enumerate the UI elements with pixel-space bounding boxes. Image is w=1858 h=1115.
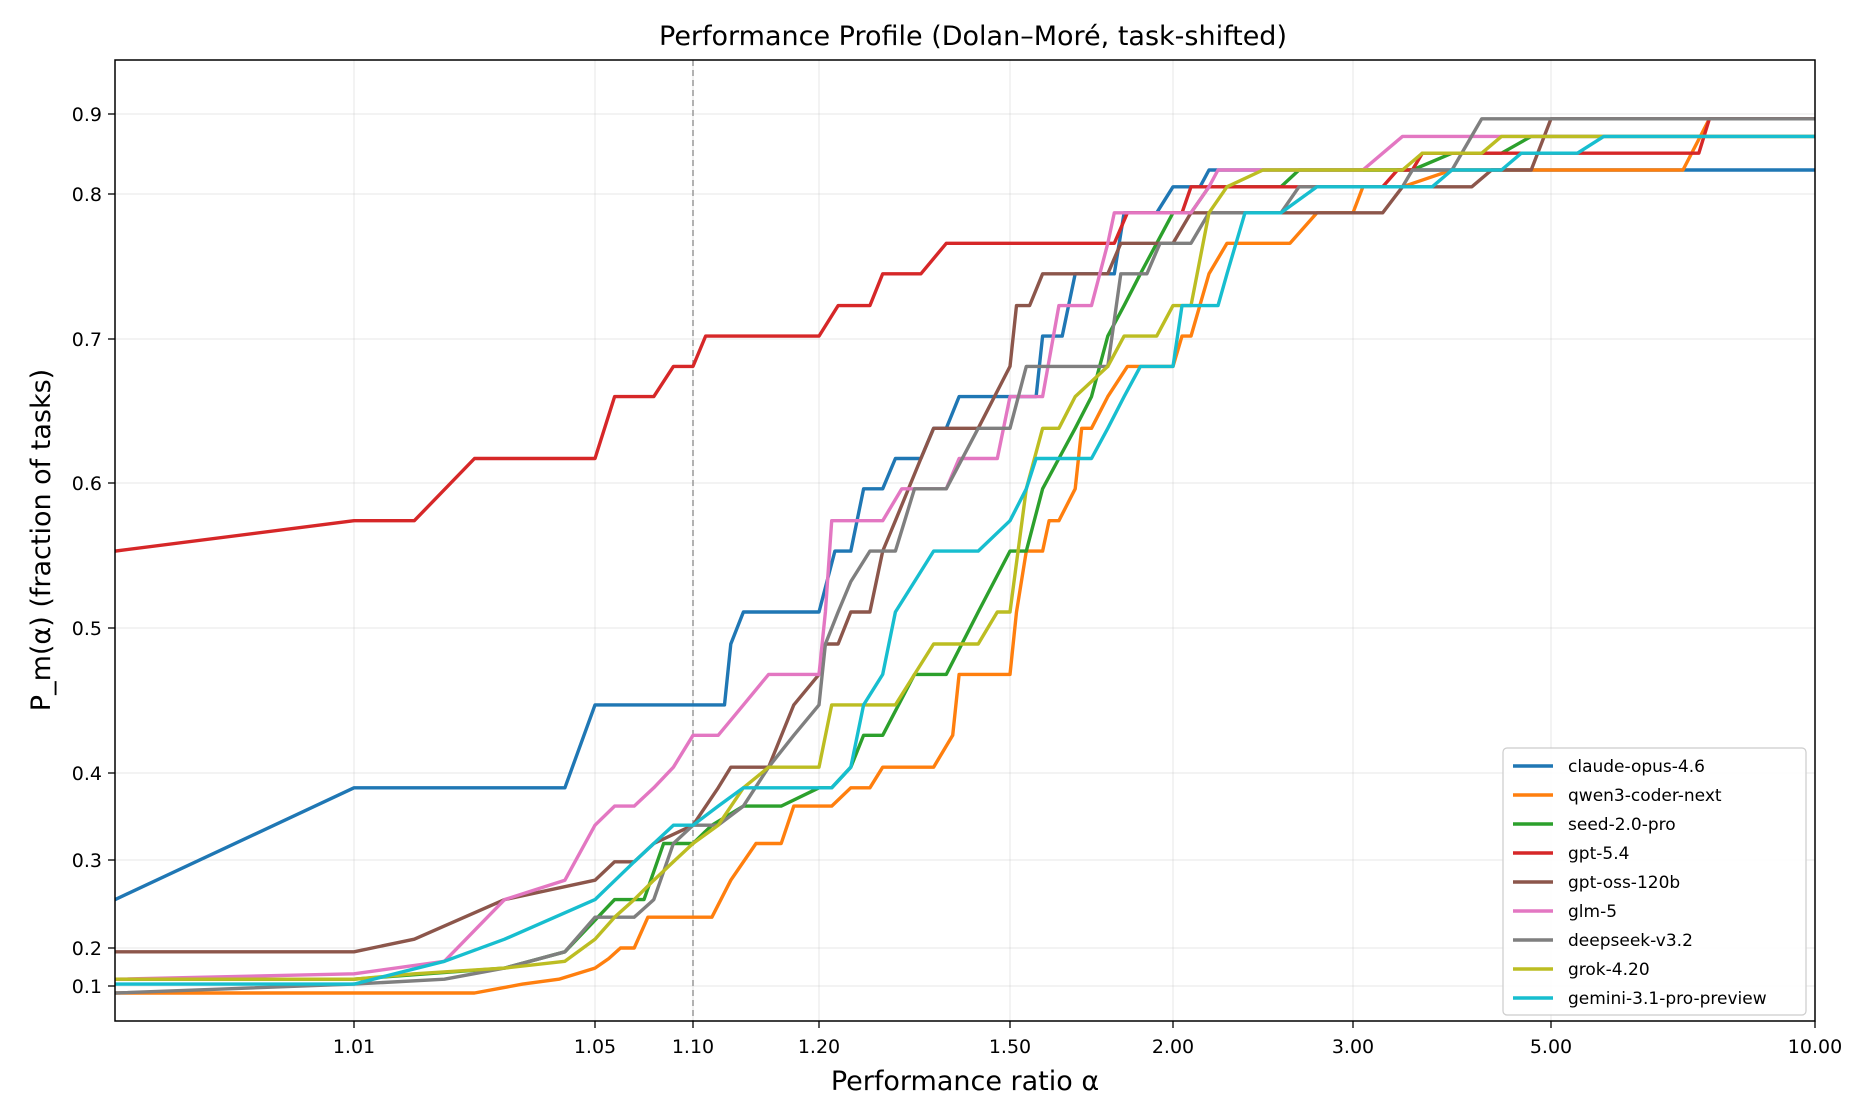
y-tick-label: 0.2 xyxy=(72,938,102,960)
y-tick-label: 0.8 xyxy=(72,184,102,206)
x-tick-label: 1.05 xyxy=(574,1036,616,1058)
legend: claude-opus-4.6 qwen3-coder-next seed-2.0-… xyxy=(1502,747,1807,1016)
series-line-grok-4.20 xyxy=(115,134,1815,981)
legend-label-qwen3-coder-next: qwen3-coder-next xyxy=(1568,786,1722,806)
series-line-qwen3-coder-next xyxy=(115,117,1815,995)
x-tick-label: 1.01 xyxy=(333,1036,375,1058)
x-tick-label: 3.00 xyxy=(1332,1036,1374,1058)
legend-label-claude-opus-4.6: claude-opus-4.6 xyxy=(1568,757,1705,777)
x-axis-label: Performance ratio α xyxy=(831,1066,1099,1097)
series-line-gpt-5.4 xyxy=(115,117,1815,553)
chart-title: Performance Profile (Dolan–Moré, task-sh… xyxy=(659,21,1287,52)
x-tick-label: 10.00 xyxy=(1788,1036,1842,1058)
series-lines xyxy=(115,117,1815,995)
x-tick-label: 1.20 xyxy=(798,1036,840,1058)
series-line-gemini-3.1-pro-preview xyxy=(115,134,1815,986)
x-tick-label: 5.00 xyxy=(1530,1036,1572,1058)
y-axis-label: P_m(α) (fraction of tasks) xyxy=(26,369,57,711)
x-axis-ticks: 1.01 1.05 1.10 1.20 1.50 2.00 3.00 5.00 10.00 xyxy=(333,1021,1842,1058)
legend-label-grok-4.20: grok-4.20 xyxy=(1568,960,1650,980)
legend-label-deepseek-v3.2: deepseek-v3.2 xyxy=(1568,931,1693,951)
y-tick-label: 0.4 xyxy=(72,763,102,785)
y-tick-label: 0.3 xyxy=(72,850,102,872)
x-tick-label: 2.00 xyxy=(1152,1036,1194,1058)
plot-frame xyxy=(114,59,1816,1022)
y-axis-ticks: 0.1 0.2 0.3 0.4 0.5 0.6 0.7 0.8 0.9 xyxy=(72,104,115,998)
y-tick-label: 0.1 xyxy=(72,976,102,998)
legend-label-seed-2.0-pro: seed-2.0-pro xyxy=(1568,815,1676,835)
legend-label-glm-5: glm-5 xyxy=(1568,902,1617,922)
legend-label-gpt-5.4: gpt-5.4 xyxy=(1568,844,1629,864)
y-tick-label: 0.5 xyxy=(72,618,102,640)
y-tick-label: 0.6 xyxy=(72,473,102,495)
legend-label-gpt-oss-120b: gpt-oss-120b xyxy=(1568,873,1680,893)
series-line-glm-5 xyxy=(115,134,1815,981)
legend-label-gemini-3.1-pro-preview: gemini-3.1-pro-preview xyxy=(1568,989,1767,1009)
x-tick-label: 1.10 xyxy=(672,1036,714,1058)
y-tick-label: 0.9 xyxy=(72,104,102,126)
x-tick-label: 1.50 xyxy=(989,1036,1031,1058)
legend-box xyxy=(1502,747,1807,1016)
y-tick-label: 0.7 xyxy=(72,329,102,351)
